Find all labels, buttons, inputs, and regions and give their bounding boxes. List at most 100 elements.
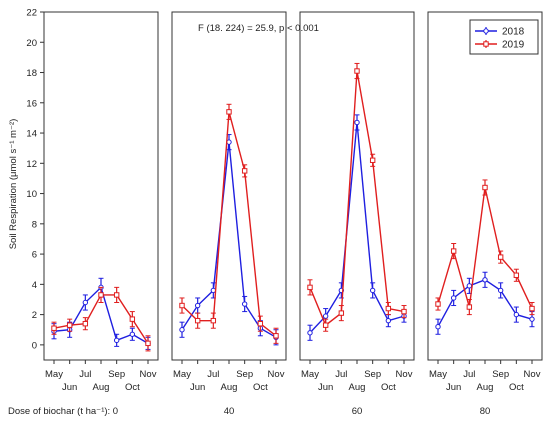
point-2019	[194, 317, 201, 324]
x-tick-label: Jun	[446, 382, 461, 393]
point-2019	[273, 333, 279, 339]
point-2018	[179, 327, 185, 333]
point-2019	[338, 310, 345, 316]
point-2019	[482, 184, 488, 191]
point-2019	[401, 308, 407, 315]
legend-box	[469, 19, 539, 55]
x-tick-label: Nov	[396, 369, 413, 380]
dose-value-label: 40	[224, 406, 235, 417]
legend-label: 2018	[502, 27, 525, 38]
x-tick-label: Aug	[93, 382, 110, 393]
y-tick-label: 12	[26, 159, 37, 170]
y-tick-label: 22	[26, 8, 37, 19]
x-tick-label: Oct	[381, 382, 396, 393]
point-2019	[226, 109, 232, 115]
point-2019	[385, 305, 392, 312]
x-tick-label: Jul	[207, 369, 219, 380]
point-2018	[369, 287, 376, 294]
point-2019	[529, 305, 535, 312]
point-2019	[322, 322, 329, 328]
point-2018	[513, 311, 520, 318]
point-2019	[129, 316, 136, 322]
dose-value-label: 80	[480, 406, 491, 417]
legend-marker	[483, 28, 489, 34]
point-2019	[513, 272, 520, 278]
y-axis: 0 2 4 6 8 10 12 14 16 18 20 22	[26, 8, 44, 351]
point-2019	[307, 284, 313, 291]
point-2018	[307, 330, 313, 336]
point-2019	[354, 68, 360, 74]
x-tick-label: Sep	[364, 369, 381, 380]
legend: 2018 2019	[469, 19, 539, 55]
point-2019	[113, 292, 120, 298]
y-tick-label: 14	[26, 129, 37, 140]
y-axis-title: Soil Respiration (μmol s⁻¹ m⁻²)	[8, 119, 19, 250]
x-tick-label: May	[45, 369, 63, 380]
series-line-2018	[309, 122, 405, 334]
chart-marks	[51, 62, 535, 352]
panel-frame	[43, 11, 159, 361]
x-tick-label: Jul	[79, 369, 91, 380]
point-2018	[482, 277, 488, 283]
x-tick-label: Jul	[463, 369, 475, 380]
point-2019	[497, 254, 504, 260]
x-tick-label: Aug	[349, 382, 366, 393]
x-tick-label: Nov	[268, 369, 285, 380]
point-2018	[354, 119, 360, 126]
point-2018	[129, 331, 136, 337]
point-2019	[257, 320, 264, 327]
legend-marker	[483, 41, 489, 47]
x-tick-label: Jun	[190, 382, 205, 393]
point-2019	[369, 157, 376, 163]
x-tick-label: Jun	[62, 382, 77, 393]
x-tick-label: Aug	[221, 382, 238, 393]
x-tick-label: Sep	[108, 369, 125, 380]
point-2018	[450, 295, 457, 301]
y-tick-label: 0	[32, 340, 37, 351]
point-2018	[322, 313, 329, 319]
dose-value-label: 60	[352, 406, 363, 417]
point-2019	[98, 292, 104, 298]
x-tick-label: Aug	[477, 382, 494, 393]
y-tick-label: 10	[26, 189, 37, 200]
y-tick-label: 4	[32, 280, 37, 291]
x-tick-label: Oct	[253, 382, 268, 393]
x-tick-label: Sep	[236, 369, 253, 380]
point-2018	[497, 287, 504, 294]
y-tick-label: 2	[32, 310, 37, 321]
point-2019	[241, 168, 248, 174]
panel-frame	[171, 11, 287, 361]
point-2018	[113, 337, 120, 344]
point-2019	[210, 317, 217, 324]
x-tick-label: Jul	[335, 369, 347, 380]
x-tick-label: Jun	[318, 382, 333, 393]
y-tick-label: 6	[32, 250, 37, 261]
point-2018	[241, 301, 248, 307]
y-tick-label: 16	[26, 98, 37, 109]
point-2019	[82, 320, 89, 327]
x-tick-label: May	[173, 369, 191, 380]
y-tick-label: 20	[26, 38, 37, 49]
x-tick-label: Oct	[125, 382, 140, 393]
point-2019	[435, 301, 441, 307]
point-2019	[179, 302, 185, 309]
dose-caption: Dose of biochar (t ha⁻¹): 0	[8, 406, 118, 417]
point-2019	[145, 340, 151, 347]
y-tick-label: 18	[26, 68, 37, 79]
x-tick-label: May	[301, 369, 319, 380]
x-tick-label: Nov	[140, 369, 157, 380]
point-2019	[51, 325, 57, 331]
x-tick-label: Oct	[509, 382, 524, 393]
dose-values: 40 60 80	[224, 406, 491, 417]
point-2018	[385, 317, 392, 324]
point-2018	[466, 283, 473, 289]
point-2018	[529, 316, 535, 322]
y-tick-label: 8	[32, 219, 37, 230]
anova-annotation: F (18. 224) = 25.9, p < 0.001	[198, 23, 319, 34]
point-2018	[435, 324, 441, 330]
series-line-2019	[309, 70, 405, 327]
x-tick-label: Nov	[524, 369, 541, 380]
point-2019	[450, 248, 457, 254]
